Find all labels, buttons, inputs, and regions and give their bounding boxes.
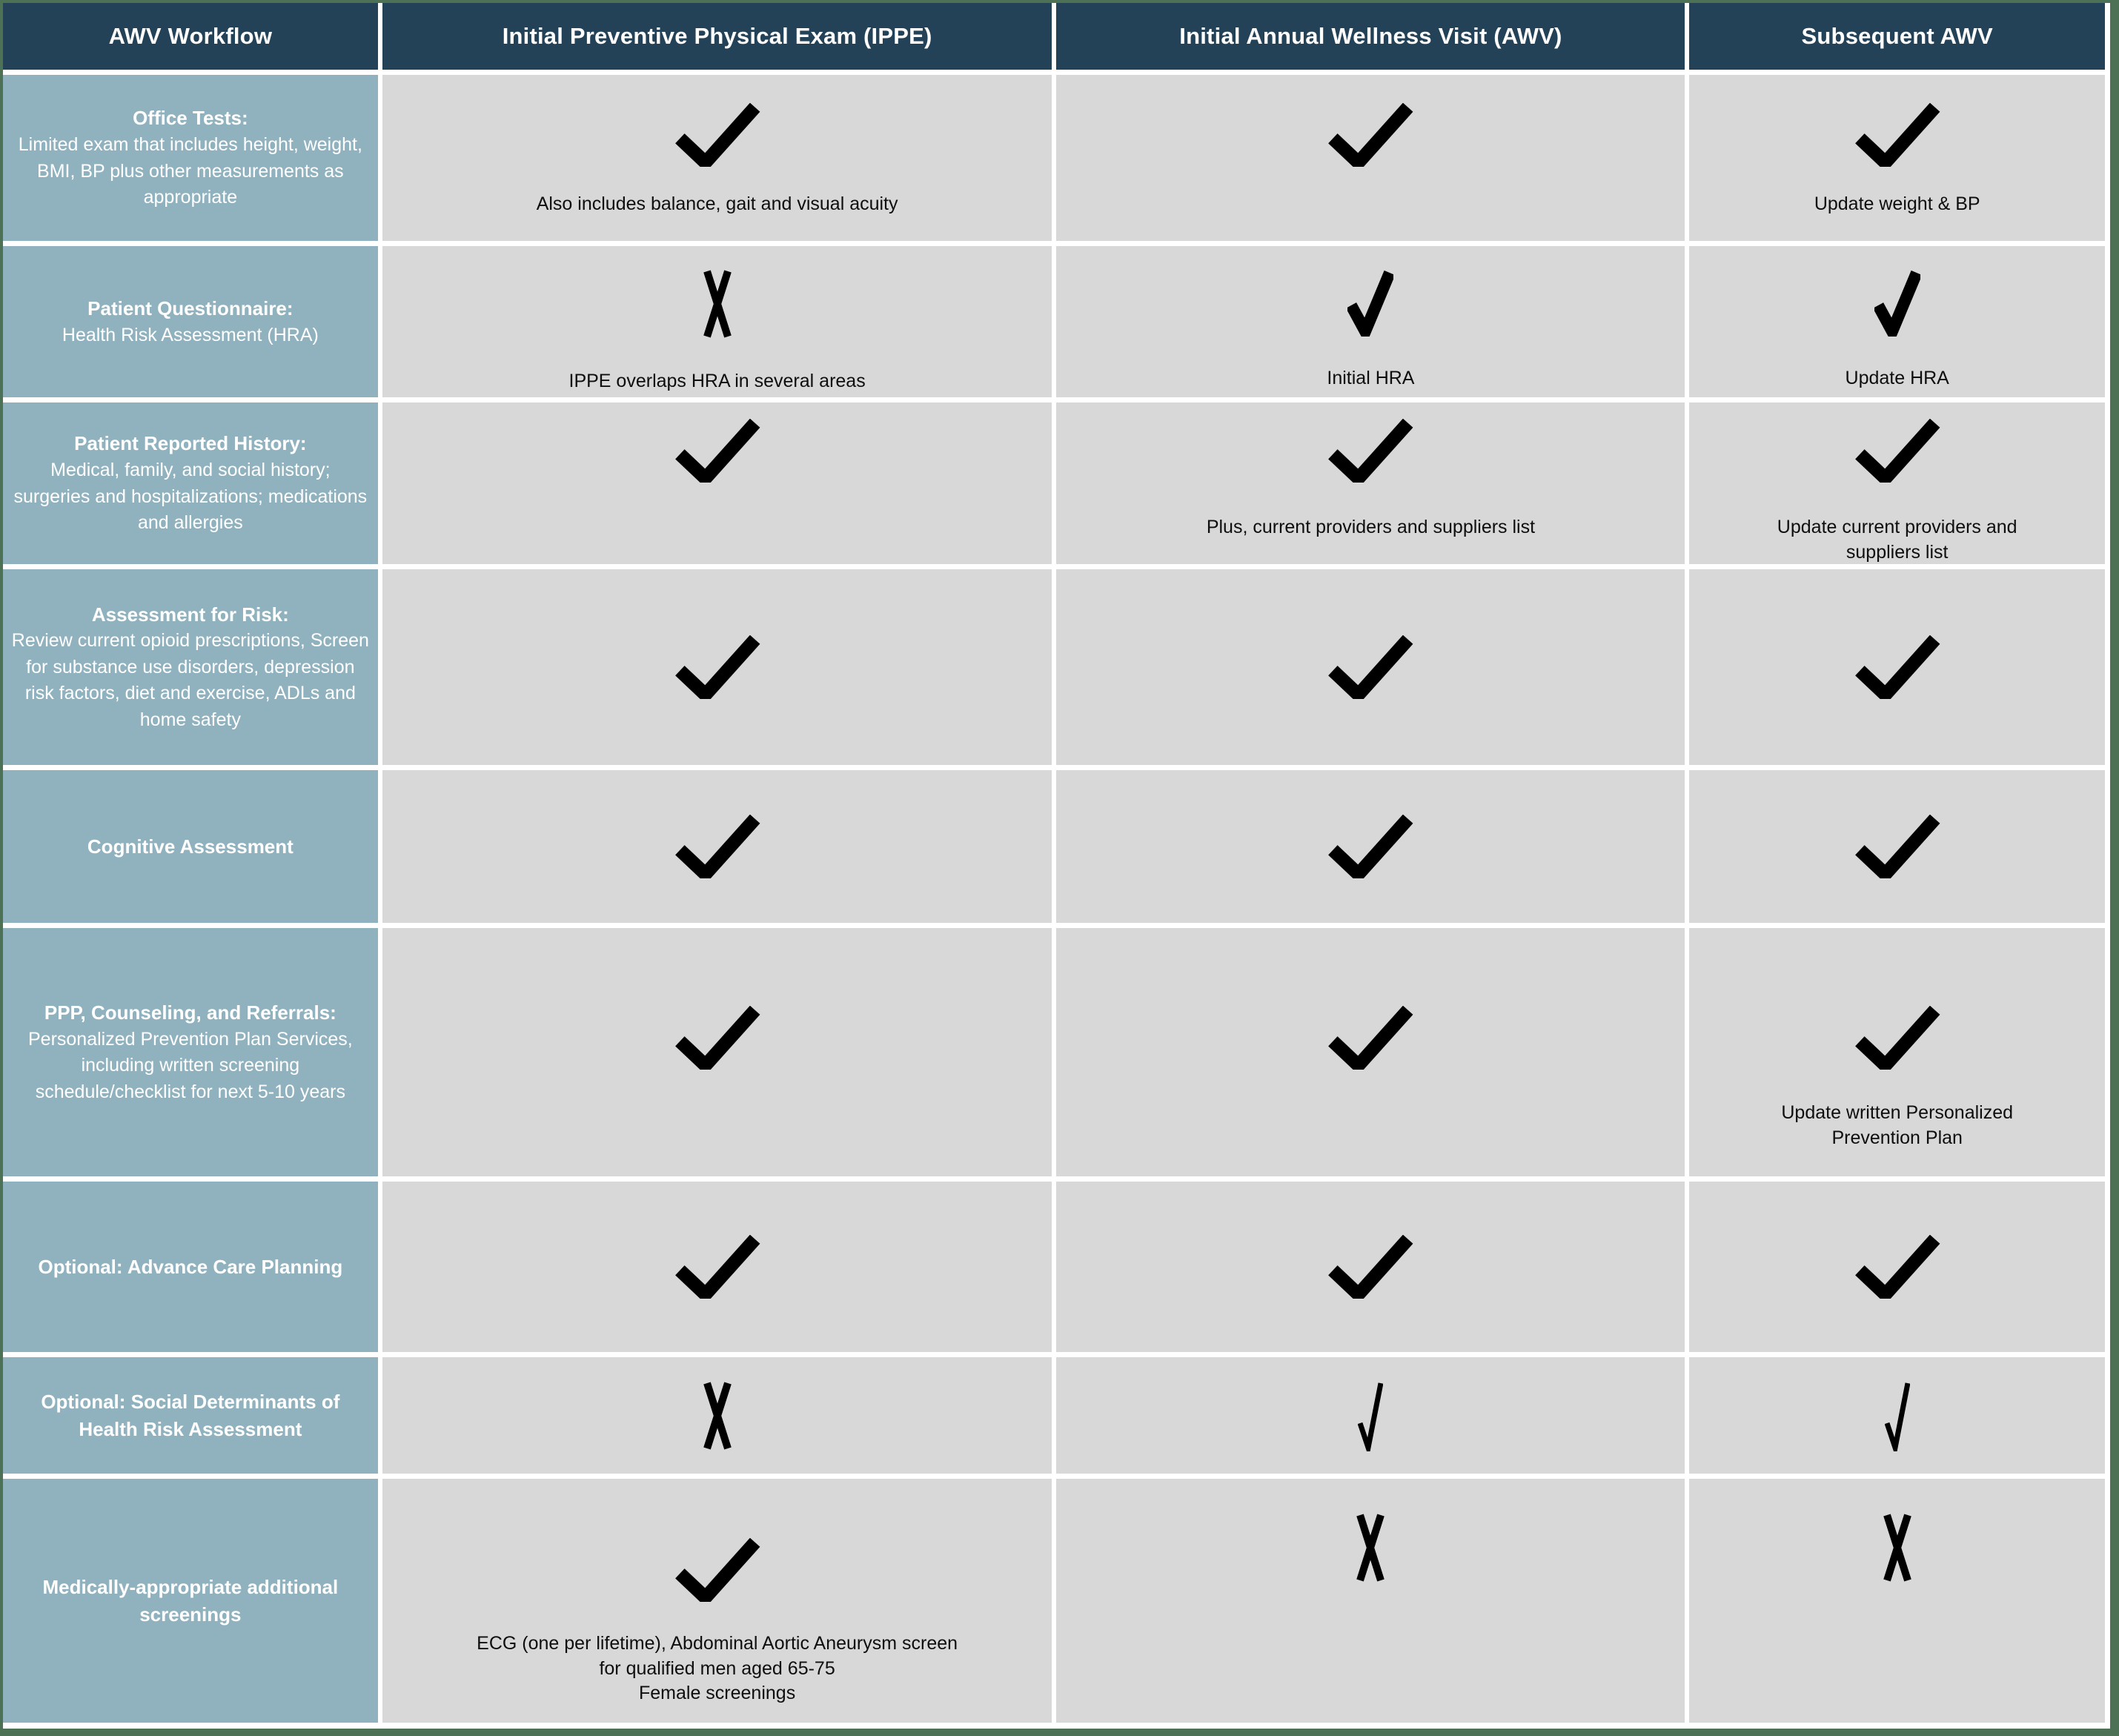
check-icon xyxy=(1327,1235,1413,1299)
check-icon xyxy=(1327,103,1413,167)
ippe-cell xyxy=(382,1182,1052,1352)
subsequent-cell xyxy=(1689,770,2105,923)
cell-note: Update weight & BP xyxy=(1814,193,1980,214)
check-icon xyxy=(1358,1380,1384,1451)
ippe-cell xyxy=(382,1357,1052,1474)
check-icon xyxy=(674,419,760,483)
ippe-cell: IPPE overlaps HRA in several areas xyxy=(382,246,1052,397)
row-label-cell: Medically-appropriate additional screeni… xyxy=(3,1479,378,1723)
check-icon xyxy=(674,1538,760,1602)
ippe-cell xyxy=(382,770,1052,923)
header-subsequent-awv: Subsequent AWV xyxy=(1689,3,2105,70)
row-label-cell: Optional: Social Determinants of Health … xyxy=(3,1357,378,1474)
subsequent-cell xyxy=(1689,1479,2105,1723)
row-description: Review current opioid prescriptions, Scr… xyxy=(11,630,369,730)
ippe-cell xyxy=(382,402,1052,564)
x-icon xyxy=(702,1380,733,1451)
comparison-grid: AWV Workflow Initial Preventive Physical… xyxy=(3,3,2110,1729)
cell-note: Also includes balance, gait and visual a… xyxy=(536,193,898,214)
row-label-cell: Assessment for Risk: Review current opioi… xyxy=(3,569,378,765)
x-icon xyxy=(702,268,733,339)
subsequent-cell xyxy=(1689,1182,2105,1352)
check-icon xyxy=(674,1235,760,1299)
row-title: Cognitive Assessment xyxy=(87,835,294,858)
header-awv-workflow: AWV Workflow xyxy=(3,3,378,70)
awv-cell xyxy=(1056,928,1685,1176)
row-label-cell: Office Tests: Limited exam that includes … xyxy=(3,75,378,241)
awv-cell xyxy=(1056,1479,1685,1723)
cell-note: Update HRA xyxy=(1845,368,1949,388)
awv-cell xyxy=(1056,75,1685,241)
cell-note: Initial HRA xyxy=(1327,368,1415,388)
row-title: Medically-appropriate additional screeni… xyxy=(42,1575,339,1626)
awv-cell: Plus, current providers and suppliers li… xyxy=(1056,402,1685,564)
check-icon xyxy=(674,1006,760,1070)
row-label-cell: PPP, Counseling, and Referrals: Personali… xyxy=(3,928,378,1176)
cell-note: IPPE overlaps HRA in several areas xyxy=(568,371,866,391)
x-icon xyxy=(1882,1512,1913,1583)
cell-note: Update current providers and suppliers l… xyxy=(1777,517,2017,563)
row-title: Assessment for Risk: xyxy=(91,603,289,626)
ippe-cell xyxy=(382,928,1052,1176)
check-icon xyxy=(1347,268,1394,337)
check-icon xyxy=(1327,419,1413,483)
row-title: Patient Reported History: xyxy=(74,432,307,455)
ippe-cell: Also includes balance, gait and visual a… xyxy=(382,75,1052,241)
subsequent-cell: Update written Personalized Prevention P… xyxy=(1689,928,2105,1176)
awv-cell: Initial HRA xyxy=(1056,246,1685,397)
subsequent-cell: Update HRA xyxy=(1689,246,2105,397)
row-label-cell: Patient Questionnaire: Health Risk Assess… xyxy=(3,246,378,397)
subsequent-cell: Update weight & BP xyxy=(1689,75,2105,241)
row-description: Medical, family, and social history; sur… xyxy=(13,460,368,534)
subsequent-cell: Update current providers and suppliers l… xyxy=(1689,402,2105,564)
row-label-cell: Cognitive Assessment xyxy=(3,770,378,923)
row-description: Health Risk Assessment (HRA) xyxy=(62,324,319,345)
check-icon xyxy=(1854,419,1940,483)
check-icon xyxy=(1327,635,1413,699)
cell-note: Update written Personalized Prevention P… xyxy=(1781,1102,2014,1148)
x-icon xyxy=(1355,1512,1386,1583)
awv-cell xyxy=(1056,1357,1685,1474)
row-description: Limited exam that includes height, weigh… xyxy=(18,134,362,208)
subsequent-cell xyxy=(1689,569,2105,765)
check-icon xyxy=(1884,1380,1910,1451)
check-icon xyxy=(1854,1235,1940,1299)
row-title: Optional: Social Determinants of Health … xyxy=(41,1390,340,1440)
awv-cell xyxy=(1056,1182,1685,1352)
check-icon xyxy=(674,103,760,167)
check-icon xyxy=(674,815,760,878)
check-icon xyxy=(1874,268,1920,337)
awv-cell xyxy=(1056,770,1685,923)
awv-cell xyxy=(1056,569,1685,765)
row-title: Patient Questionnaire: xyxy=(87,296,294,319)
row-title: Office Tests: xyxy=(133,107,248,130)
check-icon xyxy=(1854,103,1940,167)
check-icon xyxy=(1854,815,1940,878)
check-icon xyxy=(1854,635,1940,699)
check-icon xyxy=(1327,815,1413,878)
ippe-cell: ECG (one per lifetime), Abdominal Aortic… xyxy=(382,1479,1052,1723)
row-title: PPP, Counseling, and Referrals: xyxy=(44,1001,336,1024)
row-label-cell: Optional: Advance Care Planning xyxy=(3,1182,378,1352)
ippe-cell xyxy=(382,569,1052,765)
row-description: Personalized Prevention Plan Services, i… xyxy=(28,1028,353,1102)
subsequent-cell xyxy=(1689,1357,2105,1474)
row-title: Optional: Advance Care Planning xyxy=(38,1255,343,1278)
row-label-cell: Patient Reported History: Medical, family… xyxy=(3,402,378,564)
cell-note: Plus, current providers and suppliers li… xyxy=(1206,517,1536,537)
check-icon xyxy=(1327,1006,1413,1070)
cell-note: ECG (one per lifetime), Abdominal Aortic… xyxy=(477,1632,958,1704)
header-ippe: Initial Preventive Physical Exam (IPPE) xyxy=(382,3,1052,70)
check-icon xyxy=(1854,1006,1940,1070)
header-initial-awv: Initial Annual Wellness Visit (AWV) xyxy=(1056,3,1685,70)
check-icon xyxy=(674,635,760,699)
